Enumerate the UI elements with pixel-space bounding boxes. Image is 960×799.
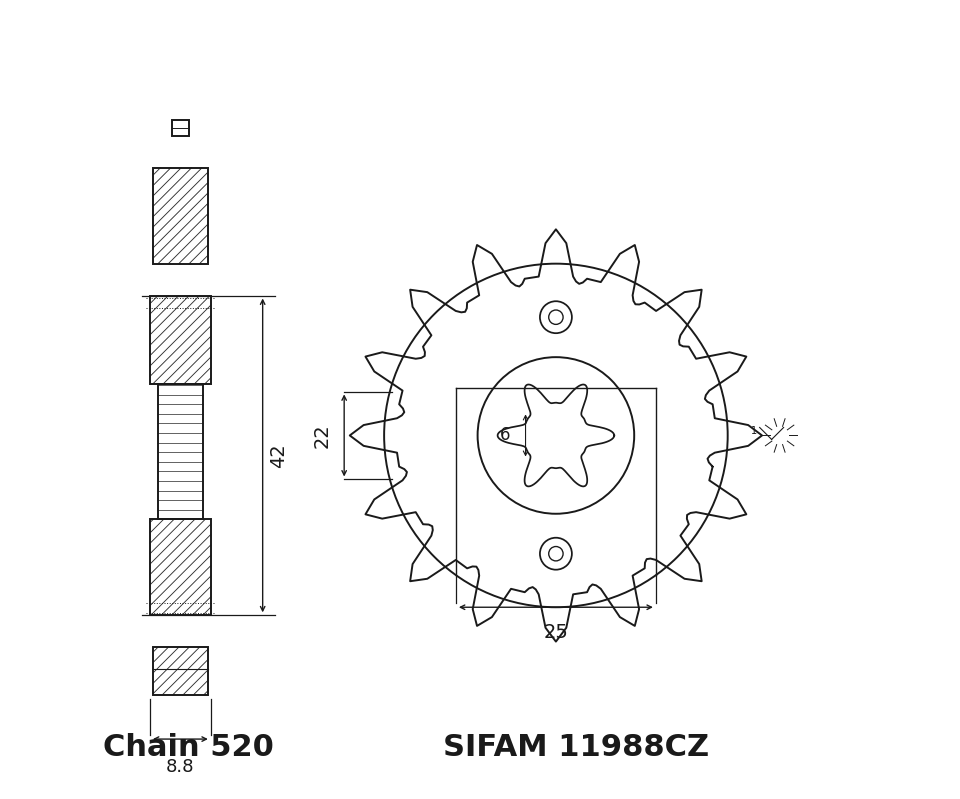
Bar <box>158 384 203 519</box>
Bar <box>154 168 207 264</box>
Text: SIFAM 11988CZ: SIFAM 11988CZ <box>443 733 708 761</box>
Text: 6: 6 <box>500 427 511 444</box>
Text: 1: 1 <box>751 426 757 435</box>
Text: 22: 22 <box>312 423 331 447</box>
Bar <box>150 296 211 384</box>
Text: Chain 520: Chain 520 <box>103 733 274 761</box>
Text: 25: 25 <box>543 623 568 642</box>
Text: 42: 42 <box>269 443 288 467</box>
Bar <box>154 647 207 695</box>
Bar <box>172 120 189 136</box>
Text: 8.8: 8.8 <box>166 758 195 776</box>
Bar <box>150 519 211 615</box>
